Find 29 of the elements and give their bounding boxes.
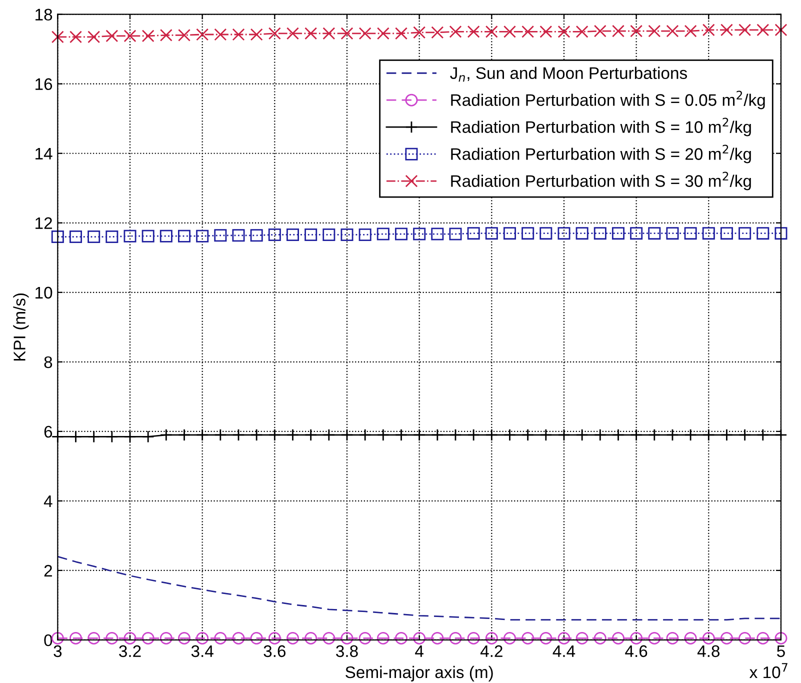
y-tick-label: 0	[44, 634, 52, 646]
y-tick-label: 14	[36, 148, 52, 160]
x-axis-title: Semi-major axis (m)	[346, 666, 493, 682]
x-tick-label: 3.6	[264, 645, 286, 658]
y-tick-label: 10	[36, 286, 52, 299]
y-tick-label: 16	[36, 78, 52, 90]
y-tick-label: 2	[44, 564, 52, 576]
x-tick-label: 4.8	[697, 645, 720, 658]
x-tick-label: 3.2	[119, 645, 141, 658]
y-tick-label: 18	[36, 8, 52, 21]
x-tick-label: 4.6	[625, 645, 648, 658]
x-tick-label: 4	[415, 645, 424, 657]
y-tick-label: 4	[44, 496, 52, 507]
legend-label: Radiation Perturbation with S = 20 m$^{2}$/kg	[451, 144, 751, 164]
x-tick-label: 3	[54, 645, 62, 658]
legend-label: J$_{n}$, Sun and Moon Perturbations	[450, 66, 687, 82]
y-tick-label: 8	[44, 356, 52, 368]
y-axis-title: KPI (m/s)	[13, 293, 29, 361]
x-tick-label: 3.4	[191, 645, 214, 658]
x-tick-label: 5	[777, 645, 785, 658]
y-tick-label: 6	[44, 426, 52, 438]
x-tick-label: 3.8	[336, 645, 358, 658]
text: x 10$^{7}$	[750, 663, 788, 678]
legend-label: Radiation Perturbation with S = 10 m$^{2}$/kg	[451, 118, 751, 136]
legend-label: Radiation Perturbation with S = 30 m$^{2}$/kg	[451, 172, 751, 190]
legend-label: Radiation Perturbation with S = 0.05 m$^{2}$/kg	[451, 90, 765, 110]
x-tick-label: 4.4	[552, 645, 576, 657]
y-tick-label: 12	[36, 217, 52, 229]
x-tick-label: 4.2	[480, 645, 502, 657]
